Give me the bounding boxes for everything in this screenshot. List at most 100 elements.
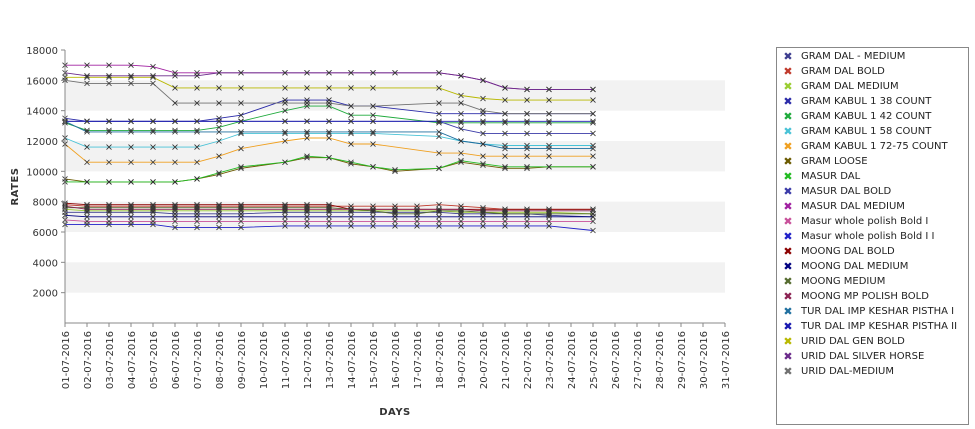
data-point bbox=[238, 206, 244, 213]
data-point bbox=[502, 206, 508, 213]
data-point bbox=[282, 204, 288, 211]
chart-legend: ✖ GRAM DAL - MEDIUM ✖ GRAM DAL BOLD ✖ GRAM DA… bbox=[776, 47, 969, 425]
data-point bbox=[370, 103, 376, 109]
data-point bbox=[436, 214, 442, 220]
data-point bbox=[458, 207, 464, 214]
legend-item: ✖ MASUR DAL MEDIUM bbox=[777, 201, 968, 216]
series-line-13 bbox=[64, 202, 593, 210]
data-point bbox=[216, 204, 222, 211]
data-point bbox=[172, 73, 178, 79]
data-point bbox=[502, 118, 508, 125]
data-point bbox=[106, 179, 112, 185]
legend-item: ✖ URID DAL GEN BOLD bbox=[777, 336, 968, 351]
data-point bbox=[590, 110, 596, 117]
data-point bbox=[458, 100, 464, 106]
legend-item: ✖ GRAM KABUL 1 42 COUNT bbox=[777, 111, 968, 126]
legend-item: ✖ GRAM DAL MEDIUM bbox=[777, 81, 968, 96]
data-point bbox=[238, 69, 244, 76]
data-point bbox=[414, 223, 420, 229]
data-point bbox=[370, 214, 376, 220]
data-point bbox=[216, 69, 222, 76]
data-point bbox=[128, 118, 134, 125]
data-point bbox=[502, 130, 508, 137]
data-point bbox=[172, 206, 178, 213]
x-tick-label: 22-07-2016 bbox=[523, 331, 534, 389]
data-point bbox=[106, 144, 112, 150]
legend-item: ✖ GRAM KABUL 1 72-75 COUNT bbox=[777, 141, 968, 156]
grid-band bbox=[65, 262, 725, 293]
y-tick-label: 18000 bbox=[26, 46, 58, 57]
data-point bbox=[326, 218, 332, 225]
legend-label: Masur whole polish Bold I bbox=[801, 216, 929, 227]
data-point bbox=[150, 63, 156, 70]
data-point bbox=[480, 218, 486, 225]
data-point bbox=[194, 73, 200, 79]
data-point bbox=[216, 218, 222, 225]
data-point bbox=[216, 138, 222, 144]
x-axis-ticks: 01-07-2016 02-07-2016 03-07-2016 04-07-2016… bbox=[61, 323, 732, 389]
legend-item: ✖ URID DAL SILVER HORSE bbox=[777, 351, 968, 366]
legend-label: TUR DAL IMP KESHAR PISTHA II bbox=[801, 321, 958, 332]
data-point bbox=[216, 170, 222, 176]
data-point bbox=[370, 69, 376, 76]
data-point bbox=[84, 80, 90, 87]
data-point bbox=[370, 85, 376, 91]
data-point bbox=[524, 223, 530, 229]
data-point bbox=[172, 179, 178, 185]
data-point bbox=[436, 69, 442, 76]
data-point bbox=[150, 144, 156, 150]
data-point bbox=[436, 150, 442, 156]
data-point bbox=[84, 159, 90, 166]
data-point bbox=[480, 160, 486, 167]
data-point bbox=[458, 159, 464, 166]
legend-label: MOONG MP POLISH BOLD bbox=[801, 291, 929, 302]
x-tick-label: 30-07-2016 bbox=[699, 331, 710, 389]
data-point bbox=[502, 223, 508, 229]
data-point bbox=[590, 145, 596, 152]
data-point bbox=[172, 159, 178, 166]
data-point bbox=[370, 218, 376, 225]
data-point bbox=[480, 207, 486, 214]
data-point bbox=[480, 95, 486, 102]
legend-marker-icon: ✖ bbox=[783, 80, 793, 93]
data-point bbox=[282, 214, 288, 220]
data-point bbox=[194, 224, 200, 231]
data-point bbox=[480, 209, 486, 216]
data-point bbox=[304, 206, 310, 213]
data-point bbox=[590, 164, 596, 170]
x-tick-label: 10-07-2016 bbox=[259, 331, 270, 389]
data-point bbox=[348, 160, 354, 167]
data-point bbox=[502, 145, 508, 152]
legend-marker-icon: ✖ bbox=[783, 140, 793, 153]
data-point bbox=[106, 80, 112, 87]
data-point bbox=[84, 62, 90, 68]
data-point bbox=[590, 227, 596, 234]
data-point bbox=[370, 112, 376, 118]
data-point bbox=[348, 118, 354, 125]
data-point bbox=[546, 223, 552, 229]
legend-marker-icon: ✖ bbox=[783, 320, 793, 333]
data-point bbox=[150, 73, 156, 79]
data-point bbox=[304, 69, 310, 76]
x-tick-label: 27-07-2016 bbox=[633, 331, 644, 389]
data-point bbox=[172, 118, 178, 125]
data-point bbox=[282, 138, 288, 144]
data-point bbox=[590, 97, 596, 103]
data-point bbox=[546, 164, 552, 170]
data-point bbox=[458, 150, 464, 156]
data-point bbox=[546, 120, 552, 126]
data-point bbox=[480, 223, 486, 229]
data-point bbox=[546, 97, 552, 103]
data-point bbox=[436, 120, 442, 126]
data-point bbox=[282, 85, 288, 91]
data-point bbox=[304, 100, 310, 106]
x-tick-label: 12-07-2016 bbox=[303, 331, 314, 389]
legend-marker-icon: ✖ bbox=[783, 125, 793, 138]
grid-bands bbox=[65, 50, 725, 323]
data-point bbox=[348, 218, 354, 225]
data-point bbox=[150, 221, 156, 228]
legend-label: MOONG DAL BOLD bbox=[801, 246, 895, 257]
x-tick-label: 02-07-2016 bbox=[83, 331, 94, 389]
x-tick-label: 29-07-2016 bbox=[677, 331, 688, 389]
